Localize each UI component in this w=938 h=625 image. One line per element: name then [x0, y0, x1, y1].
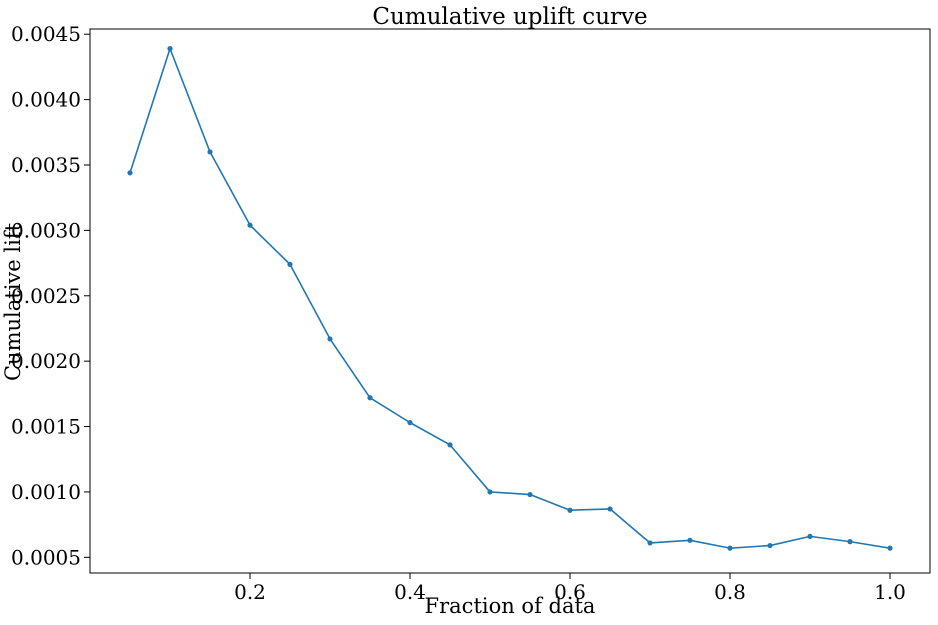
- data-point: [807, 533, 813, 539]
- data-point: [287, 261, 293, 267]
- data-point: [327, 336, 333, 342]
- series-line: [129, 47, 891, 549]
- data-point: [847, 539, 853, 545]
- chart-title: Cumulative uplift curve: [372, 4, 647, 30]
- data-point: [487, 489, 493, 495]
- data-point: [207, 149, 213, 155]
- plot-content: [127, 46, 893, 551]
- x-tick-label: 0.6: [554, 580, 586, 604]
- data-point: [887, 545, 893, 551]
- data-point: [567, 507, 573, 513]
- y-tick-label: 0.0010: [11, 480, 81, 504]
- y-tick-label: 0.0035: [11, 153, 81, 177]
- data-point: [167, 46, 173, 52]
- data-point: [727, 545, 733, 551]
- data-point: [127, 170, 133, 176]
- y-tick-label: 0.0040: [11, 88, 81, 112]
- x-axis-title: Fraction of data: [425, 594, 596, 618]
- y-tick-label: 0.0005: [11, 545, 81, 569]
- data-point: [647, 540, 653, 546]
- y-tick-label: 0.0025: [11, 284, 81, 308]
- y-tick-label: 0.0030: [11, 218, 81, 242]
- data-point: [767, 542, 773, 549]
- data-point: [247, 222, 253, 228]
- y-tick-label: 0.0015: [11, 415, 81, 439]
- x-axis-ticks: 0.2 0.4 0.6 0.8 1.0: [234, 573, 906, 604]
- y-axis-ticks: 0.0005 0.0010 0.0015 0.0020 0.0025 0.0030 0.00…: [11, 22, 90, 569]
- y-axis-title: Cumulative lift: [1, 222, 25, 381]
- plot-frame: [89, 28, 931, 574]
- x-tick-label: 0.2: [234, 580, 266, 604]
- x-tick-label: 0.4: [394, 580, 426, 604]
- y-tick-label: 0.0045: [11, 22, 81, 46]
- data-point: [407, 420, 413, 426]
- data-point: [367, 395, 373, 401]
- x-tick-label: 1.0: [874, 580, 906, 604]
- x-tick-label: 0.8: [714, 580, 746, 604]
- data-point: [687, 537, 693, 543]
- data-point: [607, 506, 613, 512]
- data-point: [527, 491, 533, 498]
- y-tick-label: 0.0020: [11, 349, 81, 373]
- data-point: [447, 442, 453, 448]
